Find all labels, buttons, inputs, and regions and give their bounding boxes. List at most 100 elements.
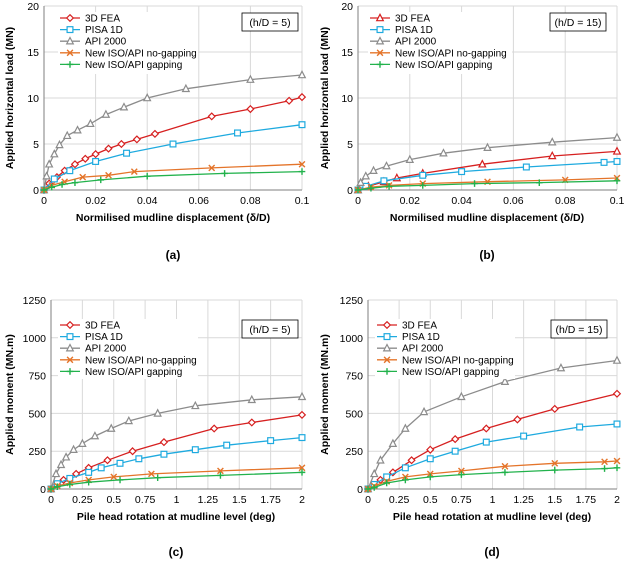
data-point	[181, 83, 191, 93]
y-tick-label: 750	[345, 371, 363, 383]
data-point	[130, 168, 138, 175]
legend-item: PISA 1D	[370, 25, 433, 36]
data-point	[97, 464, 105, 472]
data-point	[86, 118, 95, 128]
legend-marker	[65, 320, 75, 330]
series-5	[40, 168, 306, 194]
series-5	[354, 177, 621, 194]
data-point	[419, 182, 427, 189]
legend-label: New ISO/API no-gapping	[85, 355, 197, 366]
y-tick-label: 5	[347, 139, 353, 151]
legend-item: New ISO/API gapping	[60, 60, 182, 71]
data-point	[128, 447, 137, 456]
data-point	[613, 420, 621, 428]
legend-marker	[382, 320, 392, 330]
x-tick-label: 0.75	[451, 494, 472, 506]
panel-b: 0 5 10 15 20 0 0.02 0.04 0.06 0.08 0.1 Normilised m…	[319, 1, 624, 262]
legend-marker	[66, 333, 74, 341]
x-tick-label: 0.75	[135, 494, 156, 506]
data-point	[62, 130, 72, 140]
legend-item: New ISO/API no-gapping	[370, 48, 507, 59]
data-point	[150, 129, 160, 139]
series-line	[367, 467, 618, 490]
data-point	[536, 179, 543, 186]
legend-marker	[383, 333, 391, 341]
data-point	[191, 446, 199, 454]
data-point	[85, 468, 93, 476]
data-point	[407, 456, 416, 465]
data-point	[85, 478, 92, 486]
data-point	[385, 183, 393, 190]
legend-label: New ISO/API gapping	[402, 367, 499, 378]
data-point	[103, 456, 112, 465]
data-point	[298, 464, 306, 472]
legend-background	[368, 12, 512, 74]
data-point	[298, 469, 306, 476]
legend-marker	[376, 26, 384, 34]
y-tick-label: 15	[341, 47, 353, 59]
y-tick-label: 0	[33, 185, 39, 197]
legend-marker	[66, 26, 74, 34]
series-3	[39, 69, 307, 194]
legend-label: New ISO/API no-gapping	[85, 48, 197, 59]
data-point	[612, 389, 622, 398]
data-point	[612, 355, 622, 364]
legend-marker	[65, 13, 75, 23]
data-point	[501, 469, 509, 476]
data-point	[44, 159, 54, 168]
x-tick-label: 0.02	[400, 195, 421, 207]
series-line	[43, 163, 303, 191]
legend-label: New ISO/API no-gapping	[395, 48, 507, 59]
legend-item: API 2000	[60, 36, 127, 48]
legend-marker	[375, 36, 385, 45]
data-point	[513, 415, 522, 424]
annotation-box	[549, 12, 607, 32]
data-point	[208, 164, 216, 172]
y-tick-label: 0	[357, 484, 363, 496]
annotation: (h/D = 15)	[549, 12, 607, 32]
legend-label: 3D FEA	[85, 321, 120, 332]
data-point	[500, 376, 510, 385]
data-point	[471, 180, 478, 187]
x-tick-label: 0.5	[106, 494, 121, 506]
data-point	[50, 149, 59, 158]
data-point	[613, 177, 621, 185]
data-point	[356, 177, 365, 186]
data-point	[101, 109, 111, 118]
x-tick-label: 1.25	[513, 494, 534, 506]
data-point	[376, 455, 385, 464]
series-line	[50, 467, 303, 490]
data-point	[267, 437, 275, 445]
legend-label: New ISO/API no-gapping	[402, 355, 514, 366]
data-point	[613, 457, 621, 465]
data-point	[81, 154, 90, 163]
x-tick-label: 0.08	[240, 195, 261, 207]
y-tick-label: 1250	[340, 295, 364, 307]
legend-item: PISA 1D	[60, 332, 123, 343]
data-point	[78, 438, 87, 447]
data-point	[551, 466, 559, 474]
legend-label: PISA 1D	[85, 25, 123, 36]
data-point	[483, 142, 492, 151]
data-point	[42, 171, 51, 180]
data-point	[547, 137, 557, 146]
x-axis-title: Pile head rotation at mudline level (deg…	[393, 511, 591, 523]
x-tick-label: 0.25	[389, 494, 410, 506]
y-tick-label: 0	[347, 185, 353, 197]
y-tick-label: 15	[27, 47, 39, 59]
data-point	[556, 363, 566, 372]
data-point	[97, 176, 105, 184]
data-point	[106, 423, 116, 432]
x-tick-label: 0	[48, 494, 54, 506]
x-tick-label: 0.02	[85, 195, 106, 207]
data-point	[123, 149, 131, 157]
annotation: (h/D = 5)	[241, 319, 299, 339]
legend-marker	[382, 343, 392, 352]
data-point	[116, 476, 124, 484]
data-point	[439, 148, 448, 157]
data-point	[613, 464, 621, 472]
data-point	[520, 432, 528, 440]
annotation: (h/D = 5)	[241, 12, 299, 32]
legend-label: 3D FEA	[402, 321, 437, 332]
